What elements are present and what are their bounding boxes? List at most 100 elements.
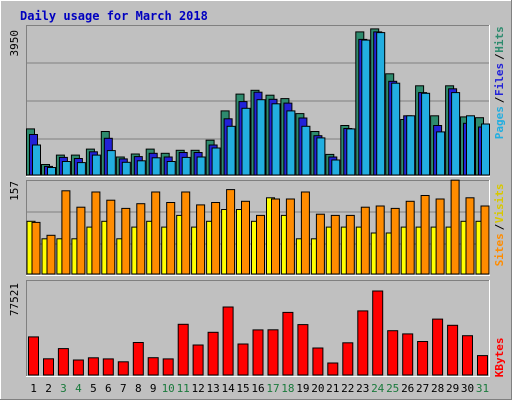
x-tick-label-day-21: 21 bbox=[326, 382, 339, 395]
bar-sites-day-28 bbox=[435, 198, 445, 275]
bar-pages-day-26 bbox=[406, 115, 416, 176]
bar-pages-day-8 bbox=[136, 160, 146, 176]
x-tick-label-day-3: 3 bbox=[60, 382, 67, 395]
bar-kbytes-day-27 bbox=[417, 341, 429, 376]
panel-visits_sites bbox=[26, 179, 490, 276]
bar-sites-day-24 bbox=[375, 205, 385, 275]
legend-sites-visits-part-1: / bbox=[493, 223, 506, 230]
bar-pages-day-7 bbox=[121, 161, 131, 176]
middle-panel-ymax-label: 157 bbox=[8, 181, 21, 201]
bar-pages-day-31 bbox=[481, 123, 490, 176]
x-tick-label-day-11: 11 bbox=[177, 382, 190, 395]
bar-pages-day-14 bbox=[226, 125, 236, 176]
x-tick-label-day-26: 26 bbox=[401, 382, 414, 395]
legend-pages-files-hits-part-1: / bbox=[493, 96, 506, 103]
bar-kbytes-day-30 bbox=[462, 335, 473, 376]
bar-sites-day-17 bbox=[271, 198, 280, 275]
bar-pages-day-23 bbox=[361, 39, 371, 176]
bar-sites-day-5 bbox=[91, 191, 101, 275]
x-tick-label-day-17: 17 bbox=[266, 382, 279, 395]
bar-pages-day-30 bbox=[466, 115, 475, 176]
bar-pages-day-25 bbox=[391, 82, 401, 176]
x-axis-day-labels: 1 2 3 4 5 6 7 8 9 10 11 12 13 14 15 16 17 18 19 20 21 22 23 24 2… bbox=[30, 382, 489, 395]
legend-sites-visits-part-0: Sites bbox=[493, 233, 506, 266]
x-tick-label-day-24: 24 bbox=[371, 382, 385, 395]
x-tick-label-day-15: 15 bbox=[236, 382, 249, 395]
bar-pages-day-11 bbox=[181, 156, 191, 176]
bar-kbytes-day-7 bbox=[117, 361, 129, 376]
bar-sites-day-22 bbox=[345, 214, 355, 275]
x-tick-label-day-4: 4 bbox=[75, 382, 82, 395]
bar-pages-day-18 bbox=[286, 110, 296, 176]
bar-pages-day-9 bbox=[151, 157, 161, 176]
x-tick-label-day-20: 20 bbox=[311, 382, 324, 395]
x-tick-label-day-5: 5 bbox=[90, 382, 97, 395]
bar-pages-day-12 bbox=[196, 156, 206, 176]
bar-sites-day-2 bbox=[46, 234, 56, 275]
bar-kbytes-day-4 bbox=[72, 359, 84, 376]
bar-kbytes-day-18 bbox=[282, 311, 294, 376]
bar-sites-day-13 bbox=[211, 202, 221, 275]
bar-kbytes-day-15 bbox=[237, 343, 249, 376]
bar-pages-day-17 bbox=[271, 103, 281, 176]
bar-sites-day-25 bbox=[390, 207, 400, 275]
bar-pages-day-15 bbox=[241, 107, 251, 176]
bar-kbytes-day-5 bbox=[87, 357, 99, 376]
bar-pages-day-10 bbox=[166, 161, 176, 176]
bar-sites-day-10 bbox=[166, 202, 176, 275]
panel-kbytes bbox=[26, 280, 490, 377]
bar-kbytes-day-23 bbox=[357, 310, 369, 376]
legend-kbytes-part-0: KBytes bbox=[493, 337, 506, 377]
x-tick-label-day-14: 14 bbox=[221, 382, 235, 395]
legend-pages-files-hits-part-0: Pages bbox=[493, 106, 506, 139]
bar-pages-day-27 bbox=[421, 92, 431, 176]
x-tick-label-day-23: 23 bbox=[356, 382, 369, 395]
x-tick-label-day-12: 12 bbox=[191, 382, 204, 395]
bar-sites-day-20 bbox=[315, 213, 325, 275]
bar-sites-day-30 bbox=[465, 197, 475, 275]
bar-pages-day-21 bbox=[331, 159, 341, 176]
x-tick-label-day-13: 13 bbox=[206, 382, 219, 395]
bar-pages-day-4 bbox=[76, 162, 86, 176]
x-tick-label-day-16: 16 bbox=[251, 382, 264, 395]
bottom-panel-ymax-label: 77521 bbox=[8, 283, 21, 316]
x-tick-label-day-25: 25 bbox=[386, 382, 399, 395]
legend-pages-files-hits-part-2: Files bbox=[493, 63, 506, 96]
legend-kbytes: KBytes bbox=[493, 337, 506, 377]
bar-kbytes-day-19 bbox=[297, 324, 309, 376]
bar-kbytes-day-13 bbox=[207, 331, 219, 376]
bar-pages-day-19 bbox=[301, 125, 311, 176]
x-tick-label-day-6: 6 bbox=[105, 382, 112, 395]
legend-pages-files-hits-part-4: Hits bbox=[493, 26, 506, 53]
bar-sites-day-21 bbox=[330, 214, 340, 275]
bar-sites-day-29 bbox=[450, 179, 460, 275]
bar-kbytes-day-1 bbox=[28, 336, 39, 376]
bar-pages-day-16 bbox=[256, 99, 266, 176]
bar-pages-day-28 bbox=[436, 131, 446, 176]
x-tick-label-day-2: 2 bbox=[45, 382, 52, 395]
bar-pages-day-2 bbox=[47, 167, 56, 176]
x-tick-label-day-10: 10 bbox=[162, 382, 175, 395]
x-tick-label-day-19: 19 bbox=[296, 382, 309, 395]
bar-kbytes-day-8 bbox=[132, 342, 144, 376]
legend-sites-visits-part-2: Visits bbox=[493, 183, 506, 223]
x-tick-label-day-28: 28 bbox=[431, 382, 444, 395]
bar-pages-day-6 bbox=[106, 150, 116, 176]
bar-kbytes-day-12 bbox=[192, 344, 204, 376]
bar-pages-day-3 bbox=[61, 161, 71, 176]
x-tick-label-day-18: 18 bbox=[281, 382, 294, 395]
chart-panels bbox=[26, 25, 490, 377]
bar-sites-day-23 bbox=[360, 206, 370, 275]
bar-pages-day-13 bbox=[211, 147, 221, 176]
x-tick-label-day-22: 22 bbox=[341, 382, 354, 395]
legend-sites-visits: Sites /Visits bbox=[493, 183, 506, 266]
bar-kbytes-day-14 bbox=[222, 306, 234, 376]
x-tick-label-day-8: 8 bbox=[135, 382, 142, 395]
bar-sites-day-8 bbox=[136, 203, 146, 275]
bar-pages-day-24 bbox=[376, 32, 386, 176]
bar-kbytes-day-24 bbox=[372, 290, 384, 376]
legend-pages-files-hits-part-3: / bbox=[493, 53, 506, 60]
bar-kbytes-day-21 bbox=[327, 362, 339, 376]
